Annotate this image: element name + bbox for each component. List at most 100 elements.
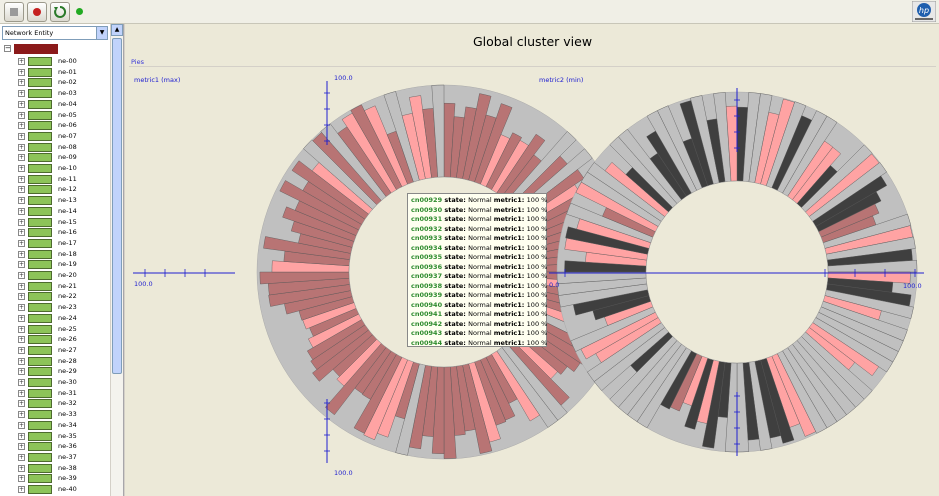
expand-icon[interactable]: + <box>18 239 25 247</box>
expand-icon[interactable]: + <box>18 464 25 472</box>
tree-item-ne-32[interactable]: + ne-32 <box>2 398 108 409</box>
network-tree-panel: Network Entity ▼ − Network + ne-00 + ne-01 +… <box>0 24 124 496</box>
tree-item-ne-11[interactable]: + ne-11 <box>2 174 108 185</box>
tree-item-ne-26[interactable]: + ne-26 <box>2 334 108 345</box>
expand-icon[interactable]: + <box>18 475 25 483</box>
expand-icon[interactable]: + <box>18 400 25 408</box>
tree-item-ne-29[interactable]: + ne-29 <box>2 366 108 377</box>
expand-icon[interactable]: + <box>18 175 25 183</box>
tree-item-ne-40[interactable]: + ne-40 <box>2 484 108 495</box>
expand-icon[interactable]: + <box>18 143 25 151</box>
tree-item-ne-15[interactable]: + ne-15 <box>2 217 108 228</box>
tree-item-ne-28[interactable]: + ne-28 <box>2 356 108 367</box>
expand-icon[interactable]: + <box>18 272 25 279</box>
tree-item-ne-03[interactable]: + ne-03 <box>2 88 108 99</box>
tree-item-ne-00[interactable]: + ne-00 <box>2 56 108 67</box>
tree-item-ne-14[interactable]: + ne-14 <box>2 206 108 217</box>
tree-item-ne-37[interactable]: + ne-37 <box>2 452 108 463</box>
expand-icon[interactable]: + <box>18 368 25 376</box>
tree-item-ne-27[interactable]: + ne-27 <box>2 345 108 356</box>
tree-root[interactable]: − Network <box>4 44 104 54</box>
scroll-thumb[interactable] <box>112 38 122 374</box>
tree-item-ne-21[interactable]: + ne-21 <box>2 281 108 292</box>
tree-item-ne-30[interactable]: + ne-30 <box>2 377 108 388</box>
expand-icon[interactable]: + <box>18 100 25 108</box>
expand-icon[interactable]: + <box>18 154 25 162</box>
status-box <box>28 324 52 334</box>
tree-item-ne-39[interactable]: + ne-39 <box>2 473 108 484</box>
expand-icon[interactable]: + <box>18 282 25 290</box>
expand-icon[interactable]: + <box>18 197 25 205</box>
expand-icon[interactable]: + <box>18 432 25 440</box>
stop-button[interactable] <box>4 2 24 22</box>
expand-icon[interactable]: + <box>18 165 25 172</box>
tree-item-ne-24[interactable]: + ne-24 <box>2 313 108 324</box>
tree-item-ne-25[interactable]: + ne-25 <box>2 324 108 335</box>
tree-item-ne-06[interactable]: + ne-06 <box>2 120 108 131</box>
tree-item-ne-31[interactable]: + ne-31 <box>2 388 108 399</box>
expand-icon[interactable]: + <box>18 421 25 429</box>
expand-icon[interactable]: + <box>18 336 25 344</box>
scroll-up-icon[interactable]: ▲ <box>111 24 123 36</box>
tree-item-ne-38[interactable]: + ne-38 <box>2 463 108 474</box>
expand-icon[interactable]: + <box>18 486 25 493</box>
expand-icon[interactable]: + <box>18 122 25 130</box>
tooltip-node-id: cn00937 <box>411 272 445 280</box>
expand-icon[interactable]: + <box>18 346 25 354</box>
expand-icon[interactable]: + <box>18 304 25 312</box>
expand-icon[interactable]: + <box>18 207 25 215</box>
chevron-down-icon[interactable]: ▼ <box>96 27 107 39</box>
expand-icon[interactable]: + <box>18 314 25 322</box>
entity-type-select[interactable]: Network Entity ▼ <box>2 26 108 40</box>
tree-item-ne-13[interactable]: + ne-13 <box>2 195 108 206</box>
expand-icon[interactable]: + <box>18 261 25 269</box>
expand-icon[interactable]: + <box>18 132 25 140</box>
expand-icon[interactable]: + <box>18 293 25 301</box>
tree-item-ne-02[interactable]: + ne-02 <box>2 77 108 88</box>
tree-item-ne-17[interactable]: + ne-17 <box>2 238 108 249</box>
status-box <box>28 281 52 291</box>
tree-item-ne-18[interactable]: + ne-18 <box>2 249 108 260</box>
expand-icon[interactable]: + <box>18 325 25 333</box>
tree-item-ne-08[interactable]: + ne-08 <box>2 142 108 153</box>
tree-item-ne-35[interactable]: + ne-35 <box>2 431 108 442</box>
tree-item-ne-36[interactable]: + ne-36 <box>2 441 108 452</box>
tree-item-ne-09[interactable]: + ne-09 <box>2 152 108 163</box>
tree-item-ne-20[interactable]: + ne-20 <box>2 270 108 281</box>
tree-item-ne-19[interactable]: + ne-19 <box>2 259 108 270</box>
tree-item-ne-23[interactable]: + ne-23 <box>2 302 108 313</box>
expand-icon[interactable]: + <box>18 453 25 461</box>
axis-label: 100.0 <box>903 282 922 290</box>
tree-item-ne-10[interactable]: + ne-10 <box>2 163 108 174</box>
expand-icon[interactable]: + <box>18 411 25 419</box>
tree-item-ne-04[interactable]: + ne-04 <box>2 99 108 110</box>
expand-icon[interactable]: + <box>18 218 25 226</box>
tree-item-ne-33[interactable]: + ne-33 <box>2 409 108 420</box>
expand-icon[interactable]: + <box>18 357 25 365</box>
expand-icon[interactable]: + <box>18 186 25 194</box>
status-box <box>28 474 52 484</box>
tree-item-ne-22[interactable]: + ne-22 <box>2 291 108 302</box>
tree-item-ne-01[interactable]: + ne-01 <box>2 67 108 78</box>
expand-icon[interactable]: + <box>18 79 25 87</box>
tooltip-row: cn00941 state: Normal metric1: 100 % <box>411 310 547 320</box>
tree-item-ne-07[interactable]: + ne-07 <box>2 131 108 142</box>
expand-icon[interactable]: + <box>18 58 25 65</box>
refresh-button[interactable] <box>50 2 70 22</box>
expand-icon[interactable]: + <box>18 68 25 76</box>
tooltip-metric-key: metric1: <box>493 338 527 347</box>
collapse-icon[interactable]: − <box>4 44 11 52</box>
tree-item-ne-34[interactable]: + ne-34 <box>2 420 108 431</box>
tree-item-ne-16[interactable]: + ne-16 <box>2 227 108 238</box>
expand-icon[interactable]: + <box>18 229 25 237</box>
expand-icon[interactable]: + <box>18 379 25 386</box>
expand-icon[interactable]: + <box>18 389 25 397</box>
expand-icon[interactable]: + <box>18 111 25 119</box>
expand-icon[interactable]: + <box>18 443 25 451</box>
tree-scrollbar[interactable]: ▲ <box>110 24 123 496</box>
expand-icon[interactable]: + <box>18 90 25 98</box>
tree-item-ne-12[interactable]: + ne-12 <box>2 184 108 195</box>
expand-icon[interactable]: + <box>18 250 25 258</box>
record-button[interactable] <box>27 2 47 22</box>
tree-item-ne-05[interactable]: + ne-05 <box>2 110 108 121</box>
